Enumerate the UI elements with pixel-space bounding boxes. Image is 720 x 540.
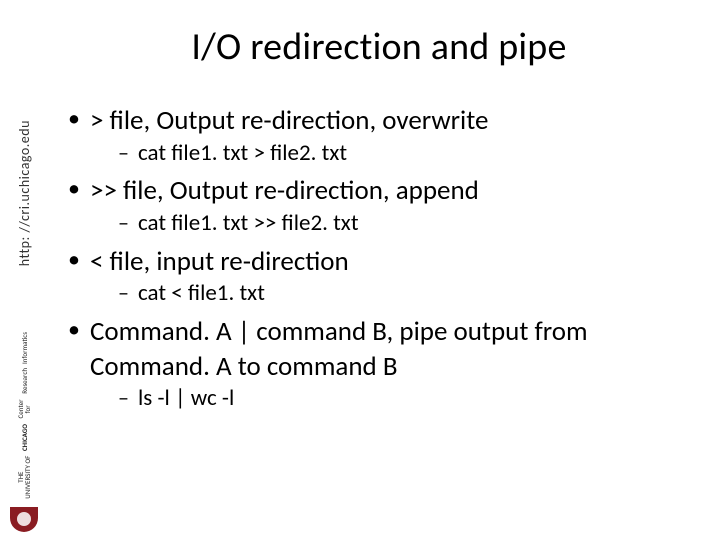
slide-title: I/O redirection and pipe [66,24,692,70]
center-line2: Research [21,368,28,394]
sub-item: cat file1. txt >> file2. txt [90,209,692,239]
bullet-item: > file, Output re-direction, overwrite c… [66,104,692,168]
center-line1: Center for [17,398,31,420]
bullet-text: >> file, Output re-direction, append [90,174,479,207]
bullet-text: > file, Output re-direction, overwrite [90,104,488,137]
sidebar-logo: Informatics Research Center for CHICAGO … [4,332,44,532]
sub-item: cat file1. txt > file2. txt [90,139,692,169]
bullet-list: > file, Output re-direction, overwrite c… [66,104,692,414]
sub-list: ls -l | wc -l [90,384,692,414]
sub-list: cat file1. txt > file2. txt [90,139,692,169]
bullet-item: >> file, Output re-direction, append cat… [66,174,692,238]
uchicago-shield-icon [10,507,38,532]
bullet-item: < file, input re-direction cat < file1. … [66,245,692,309]
slide: http: //cri.uchicago.edu Informatics Res… [0,0,720,540]
center-line3: Informatics [21,332,28,364]
sub-list: cat file1. txt >> file2. txt [90,209,692,239]
bullet-text: < file, input re-direction [90,245,349,278]
bullet-item: Command. A | command B, pipe output from… [66,315,692,414]
sub-item: cat < file1. txt [90,279,692,309]
institution-line2: CHICAGO [21,424,28,451]
sub-item: ls -l | wc -l [90,384,692,414]
sidebar: http: //cri.uchicago.edu Informatics Res… [0,0,48,540]
bullet-text: Command. A | command B, pipe output from… [90,315,588,383]
sidebar-url: http: //cri.uchicago.edu [16,120,33,266]
slide-content: I/O redirection and pipe > file, Output … [48,0,720,540]
institution-line1: THE UNIVERSITY OF [17,455,31,499]
sub-list: cat < file1. txt [90,279,692,309]
